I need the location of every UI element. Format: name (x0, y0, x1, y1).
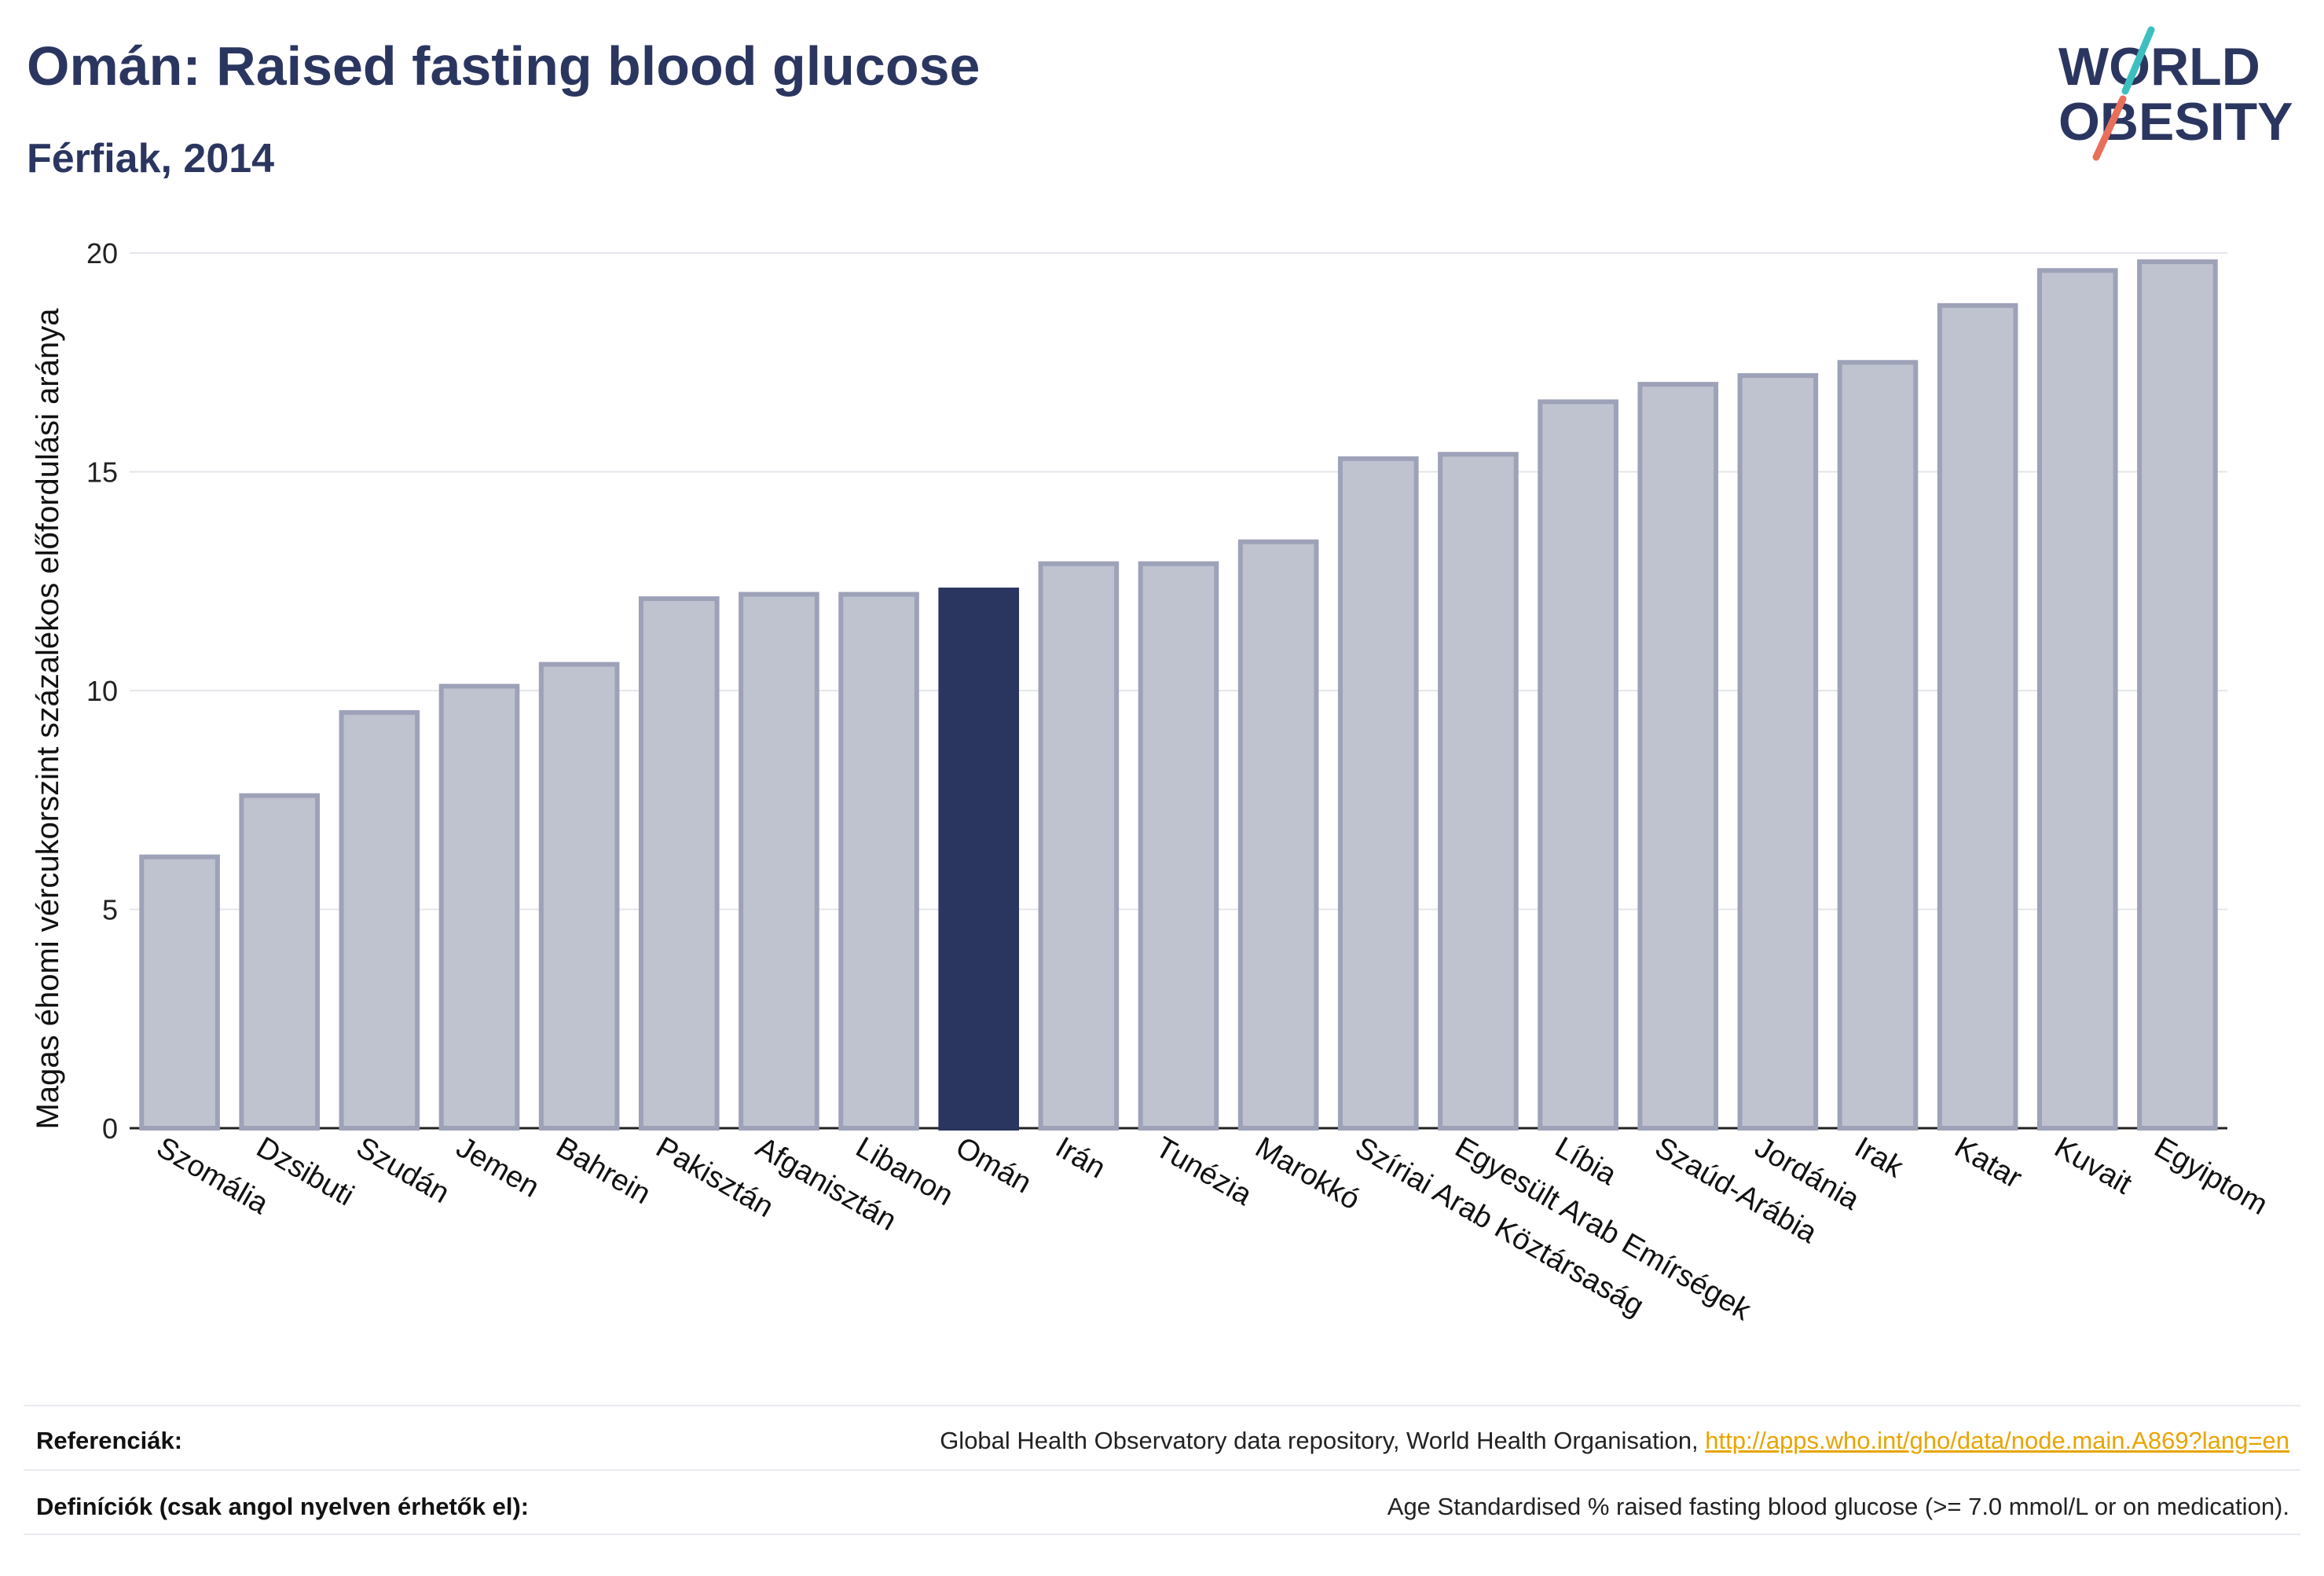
bar-Jordánia[interactable] (1737, 372, 1819, 1131)
references-link[interactable]: http://apps.who.int/gho/data/node.main.A… (1705, 1427, 2289, 1454)
bar-Dzsibuti[interactable] (239, 793, 321, 1131)
bar-Irán[interactable] (1038, 561, 1120, 1131)
x-tick-label: Szomália (151, 1131, 274, 1221)
logo-slash-teal (2121, 26, 2155, 95)
chart-subtitle: Férfiak, 2014 (27, 136, 275, 181)
y-tick-labels: 0 5 10 15 20 (86, 237, 118, 1145)
bar-Omán[interactable] (938, 587, 1020, 1131)
references-value: Global Health Observatory data repositor… (940, 1427, 2289, 1455)
definitions-label: Definíciók (csak angol nyelven érhetők e… (36, 1493, 530, 1520)
y-tick-label: 10 (86, 675, 118, 707)
x-tick-label: Irak (1849, 1131, 1910, 1185)
x-tick-label: Tunézia (1150, 1131, 1259, 1212)
bar-Tunézia[interactable] (1138, 561, 1219, 1131)
bar-Líbia[interactable] (1538, 399, 1618, 1131)
x-tick-label: Omán (950, 1131, 1037, 1200)
bar-Katar[interactable] (1937, 302, 2018, 1131)
bar-Pakisztán[interactable] (638, 596, 720, 1131)
x-tick-label: Bahrein (551, 1131, 656, 1211)
bar-Afganisztán[interactable] (739, 592, 819, 1131)
y-axis-label: Magas éhomi vércukorszint százalékos elő… (31, 308, 65, 1130)
y-tick-label: 0 (102, 1112, 118, 1145)
chart-title: Omán: Raised fasting blood glucose (27, 35, 981, 97)
bar-Egyiptom[interactable] (2137, 259, 2218, 1131)
footer-divider (24, 1534, 2300, 1535)
bar-Marokkó[interactable] (1237, 539, 1319, 1131)
references-text: Global Health Observatory data repositor… (940, 1427, 1706, 1454)
x-tick-label: Szudán (350, 1131, 455, 1210)
bar-Szomália[interactable] (139, 854, 220, 1131)
y-tick-label: 20 (86, 237, 118, 269)
x-tick-label: Marokkó (1250, 1131, 1365, 1216)
x-tick-label: Irán (1050, 1131, 1111, 1185)
bar-Jemen[interactable] (438, 684, 520, 1131)
logo-line2: OBESITY (2058, 92, 2293, 152)
bar-Szudán[interactable] (339, 709, 420, 1131)
world-obesity-logo: WORLD OBESITY (2058, 26, 2293, 161)
y-tick-label: 15 (86, 456, 118, 489)
x-tick-label: Egyiptom (2149, 1131, 2273, 1222)
bar-Bahrein[interactable] (538, 662, 620, 1131)
definitions-value: Age Standardised % raised fasting blood … (1387, 1493, 2289, 1520)
y-tick-label: 5 (102, 894, 118, 926)
footer-divider (24, 1469, 2300, 1471)
x-tick-label: Líbia (1549, 1131, 1622, 1192)
bar-Szíriai Arab Köztársaság[interactable] (1337, 456, 1419, 1131)
bar-Szaúd-Arábia[interactable] (1637, 382, 1719, 1131)
references-label: Referenciák: (36, 1427, 183, 1454)
x-tick-label: Kuvait (2049, 1131, 2138, 1200)
footer-divider (24, 1405, 2300, 1406)
logo-line1: WORLD (2058, 37, 2260, 97)
x-tick-label: Jemen (451, 1131, 545, 1204)
logo-slash-coral (2092, 95, 2127, 161)
bar-Irak[interactable] (1837, 360, 1919, 1131)
x-tick-label: Katar (1949, 1131, 2028, 1195)
bar-Egyesült Arab Emírségek[interactable] (1438, 452, 1519, 1131)
bar-Kuvait[interactable] (2036, 268, 2118, 1131)
bar-Libanon[interactable] (838, 592, 919, 1131)
bars (139, 259, 2218, 1131)
